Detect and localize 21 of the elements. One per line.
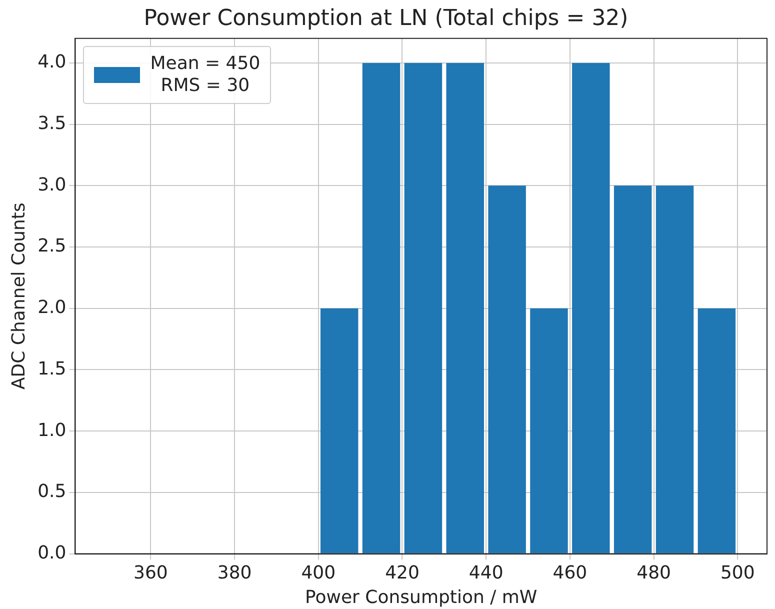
x-axis-title: Power Consumption / mW [305,586,538,608]
x-tick-label: 380 [217,562,252,584]
x-tick-label: 460 [552,562,588,584]
y-tick-label: 3.0 [38,174,66,196]
y-tick-label: 0.5 [38,481,66,502]
y-tick-label: 2.0 [38,297,66,318]
y-tick-label: 1.0 [38,420,66,441]
x-tick-label: 400 [301,562,336,584]
x-tick-label: 360 [134,562,168,584]
y-axis-title: ADC Channel Counts [8,202,30,390]
y-tick-label: 0.0 [38,542,66,564]
x-tick-label: 440 [468,562,504,584]
x-tick-label: 420 [385,562,420,584]
legend-label: Mean = 450 RMS = 30 [150,53,260,97]
y-tick-label: 2.5 [38,236,66,257]
y-tick-label: 4.0 [38,52,66,73]
chart-title: Power Consumption at LN (Total chips = 32) [144,6,628,31]
y-tick-label: 3.5 [38,112,66,134]
x-tick-label: 480 [636,562,671,584]
y-tick-label: 1.5 [38,358,66,380]
x-tick-label: 500 [720,562,755,584]
